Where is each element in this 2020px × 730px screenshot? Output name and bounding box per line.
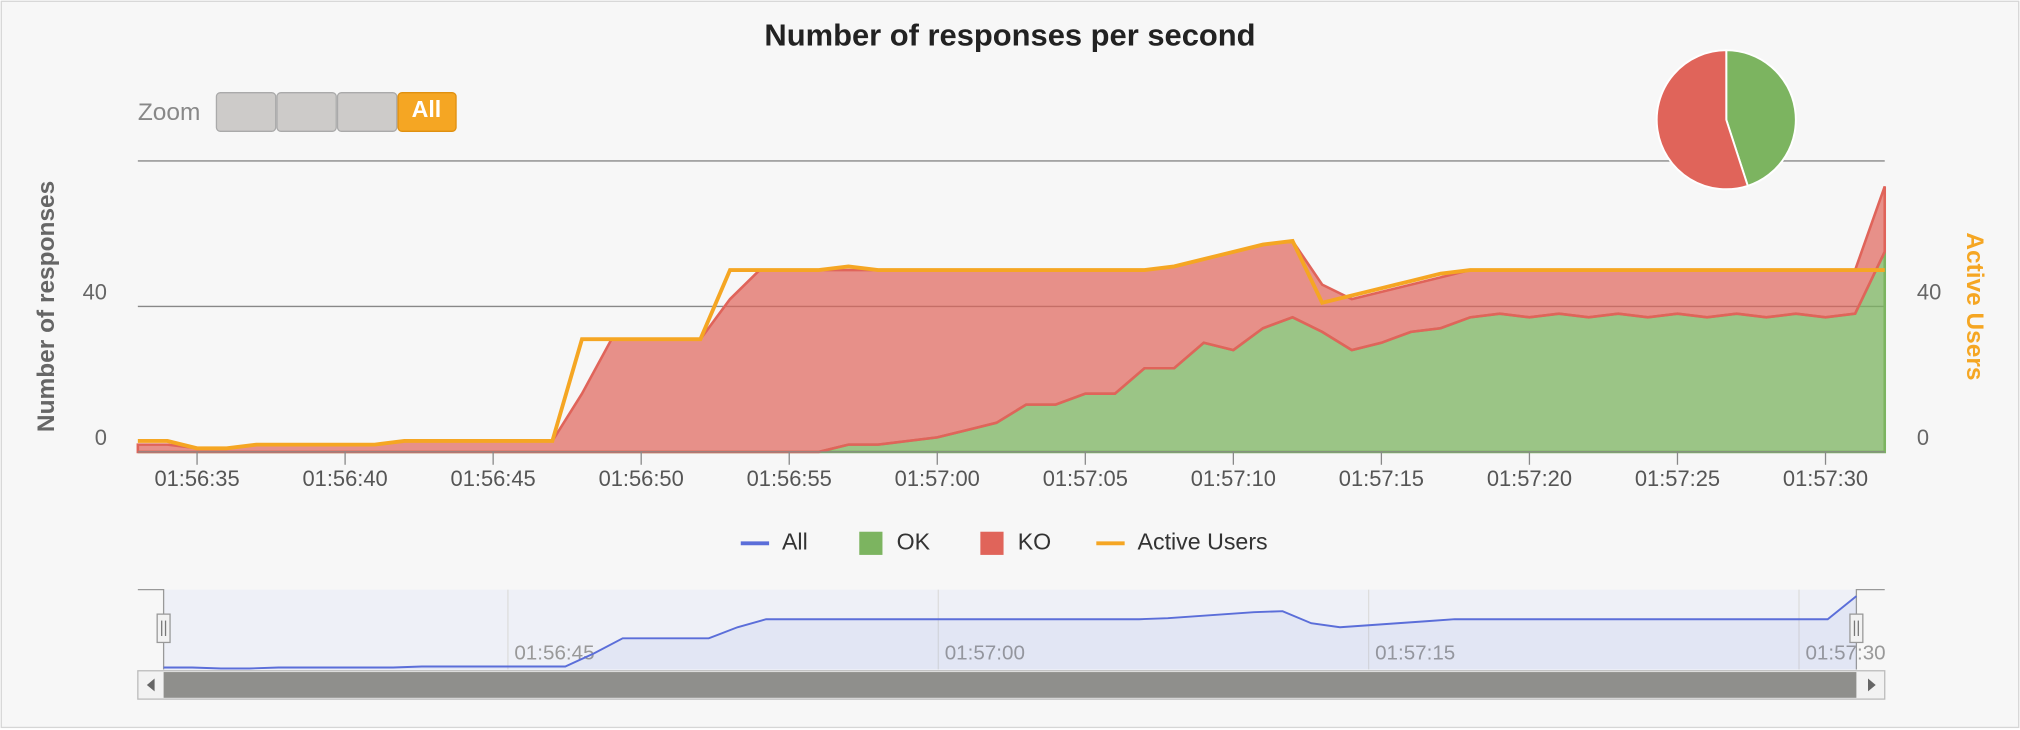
navigator-tick-label: 01:56:45 — [514, 641, 594, 664]
x-tick-label: 01:57:05 — [1043, 466, 1128, 491]
legend-label[interactable]: All — [782, 528, 808, 554]
chart-title: Number of responses per second — [764, 17, 1255, 52]
y2-axis-title: Active Users — [1961, 232, 1988, 380]
y-axis-title: Number of responses — [33, 181, 60, 432]
navigator-background — [163, 589, 1857, 670]
x-tick-label: 01:57:10 — [1191, 466, 1276, 491]
active-users-line — [137, 238, 1885, 451]
legend-symbol — [859, 531, 883, 555]
legend-label[interactable]: Active Users — [1138, 528, 1268, 554]
x-tick-label: 01:56:40 — [303, 466, 388, 491]
x-tick-label: 01:56:45 — [451, 466, 536, 491]
pie-slice — [1725, 49, 1797, 188]
x-tick-label: 01:57:30 — [1783, 466, 1868, 491]
x-tick-label: 01:57:20 — [1487, 466, 1572, 491]
navigator-tick-label: 01:57:30 — [1805, 641, 1885, 664]
legend-symbol — [980, 531, 1004, 555]
y2-tick-label: 40 — [1917, 279, 1941, 304]
x-tick-label: 01:56:50 — [599, 466, 684, 491]
x-tick-label: 01:57:25 — [1635, 466, 1720, 491]
zoom-label: Zoom — [138, 99, 201, 126]
scrollbar-thumb[interactable] — [163, 672, 1857, 698]
zoom-button-label[interactable]: All — [412, 96, 442, 122]
navigator-handle[interactable] — [156, 613, 171, 644]
navigator-tick-label: 01:57:15 — [1375, 641, 1455, 664]
zoom-button[interactable] — [276, 92, 337, 132]
y-tick-label: 0 — [95, 425, 107, 450]
scrollbar-arrow-left[interactable] — [146, 678, 155, 692]
zoom-button-selected[interactable] — [397, 92, 457, 132]
navigator-handle[interactable] — [1849, 613, 1864, 644]
zoom-button[interactable] — [215, 92, 277, 132]
navigator-tick-label: 01:57:00 — [945, 641, 1025, 664]
x-tick-label: 01:57:00 — [895, 466, 980, 491]
legend-label[interactable]: KO — [1018, 528, 1051, 554]
y-tick-label: 40 — [83, 279, 107, 304]
legend-label[interactable]: OK — [897, 528, 931, 554]
zoom-button[interactable] — [336, 92, 398, 132]
pie-slice — [1655, 49, 1749, 191]
x-tick-label: 01:56:35 — [154, 466, 239, 491]
x-tick-label: 01:56:55 — [747, 466, 832, 491]
navigator-line — [163, 595, 1857, 670]
y2-tick-label: 0 — [1917, 425, 1929, 450]
navigator-area — [163, 596, 1857, 670]
scrollbar-arrow-right[interactable] — [1867, 678, 1876, 692]
x-tick-label: 01:57:15 — [1339, 466, 1424, 491]
